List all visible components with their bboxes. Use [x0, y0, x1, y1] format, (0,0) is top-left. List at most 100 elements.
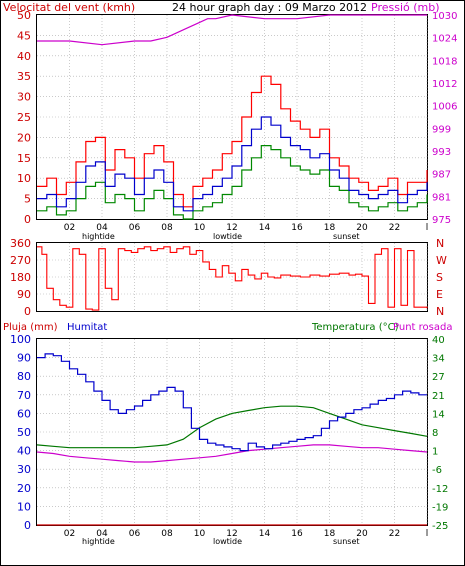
direction-series [37, 246, 428, 311]
panel-humidity-grid [37, 339, 428, 525]
compass-letter: E [436, 288, 443, 301]
wind-right-tick: 1012 [432, 79, 457, 90]
humidity-left-tick: 10 [17, 500, 31, 513]
humidity-y-ticks: 0 10 20 30 40 50 60 70 80 90 100 [10, 333, 31, 532]
rain-axis-title: Pluja (mm) [3, 322, 58, 333]
wind-left-tick: 40 [17, 50, 31, 63]
wind-low-line [37, 145, 428, 220]
wind-x-tick: l [426, 223, 429, 233]
tide-label-sunset-2: sunset [333, 537, 360, 546]
wind-right-tick: 987 [432, 170, 451, 181]
tide-label-low-2: lowtide [213, 537, 242, 546]
dewpoint-axis-title: Punt rosada [393, 322, 452, 333]
wind-x-tick: 22 [389, 223, 400, 233]
humidity-x-tick: 04 [96, 529, 108, 539]
direction-line [37, 246, 428, 311]
humidity-x-tick: 02 [64, 529, 75, 539]
wind-right-tick: 1024 [432, 34, 457, 45]
gust-line [37, 75, 428, 208]
wind-x-tick: 06 [129, 223, 141, 233]
humidity-x-tick: 22 [389, 529, 400, 539]
humidity-right-tick: -25 [432, 521, 448, 532]
wind-x-tick: 04 [96, 223, 108, 233]
humidity-x-tick: 12 [226, 529, 237, 539]
wind-right-tick: 975 [432, 215, 451, 226]
wind-left-tick: 50 [17, 9, 31, 22]
humidity-x-tick: 08 [161, 529, 173, 539]
humidity-left-tick: 0 [24, 519, 31, 532]
compass-letter: W [436, 254, 447, 267]
humidity-x-tick: 18 [324, 529, 336, 539]
humidity-left-tick: 100 [10, 333, 31, 346]
humidity-right-tick: 1 [432, 447, 438, 458]
pressure-y-ticks: 975 981 987 993 999 1006 1012 1018 1024 1030 [432, 11, 457, 226]
wind-x-tick: 14 [259, 223, 271, 233]
humidity-right-tick: 8 [432, 428, 438, 439]
wind-x-tick: 10 [194, 223, 206, 233]
humidity-axis-title: Humitat [67, 322, 107, 333]
wind-x-tick: 02 [64, 223, 75, 233]
humidity-x-tick: l [426, 529, 429, 539]
humidity-x-tick: 10 [194, 529, 206, 539]
humidity-left-tick: 20 [17, 482, 31, 495]
pressure-axis-title: Pressió (mb) [371, 1, 440, 14]
wind-right-tick: 981 [432, 192, 451, 203]
direction-left-tick: 270 [10, 254, 31, 267]
panel-wind-x-labels: 02 04 06 08 10 12 14 16 18 20 22 l [64, 223, 428, 233]
humidity-left-tick: 60 [17, 407, 31, 420]
compass-letter: S [436, 271, 443, 284]
wind-left-tick: 25 [17, 111, 31, 124]
wind-left-tick: 30 [17, 91, 31, 104]
humidity-right-tick: 40 [432, 335, 445, 346]
humidity-right-tick: 21 [432, 391, 445, 402]
wind-right-tick: 993 [432, 147, 451, 158]
wind-right-tick: 1006 [432, 102, 457, 113]
humidity-right-tick: -6 [432, 465, 442, 476]
tide-label-sunset-1: sunset [333, 232, 360, 241]
wind-left-tick: 45 [17, 29, 31, 42]
humidity-right-tick: -19 [432, 502, 448, 513]
wind-axis-title: Velocitat del vent (kmh) [3, 1, 135, 14]
wind-left-tick: 5 [24, 193, 31, 206]
humidity-x-tick: 20 [356, 529, 368, 539]
humidity-series [36, 353, 428, 526]
humidity-x-tick: 14 [259, 529, 271, 539]
wind-x-tick: 08 [161, 223, 173, 233]
direction-y-ticks: 0 90 180 270 360 [10, 237, 31, 318]
wind-series [37, 14, 428, 220]
wind-right-tick: 1030 [432, 11, 457, 22]
temperature-y-ticks: -25 -19 -12 -6 1 8 14 21 27 34 40 [432, 335, 448, 532]
direction-left-tick: 0 [24, 305, 31, 318]
wind-left-tick: 20 [17, 131, 31, 144]
wind-right-tick: 999 [432, 124, 451, 135]
humidity-x-tick: 06 [129, 529, 141, 539]
direction-left-tick: 90 [17, 288, 31, 301]
humidity-left-tick: 80 [17, 370, 31, 383]
wind-right-tick: 1018 [432, 56, 457, 67]
wind-x-tick: 20 [356, 223, 368, 233]
wind-left-tick: 35 [17, 70, 31, 83]
tide-label-high-2: hightide [82, 537, 115, 546]
humidity-right-tick: 34 [432, 354, 445, 365]
humidity-left-tick: 40 [17, 445, 31, 458]
temperature-line [36, 405, 428, 449]
pressure-line [37, 14, 427, 46]
wind-left-tick: 15 [17, 152, 31, 165]
wind-x-tick: 16 [291, 223, 303, 233]
humidity-right-tick: 27 [432, 372, 445, 383]
humidity-x-tick: 16 [291, 529, 303, 539]
compass-letter: N [436, 237, 444, 250]
humidity-left-tick: 30 [17, 463, 31, 476]
dewpoint-line [36, 444, 428, 463]
wind-x-tick: 18 [324, 223, 336, 233]
direction-left-tick: 360 [10, 237, 31, 250]
direction-left-tick: 180 [10, 271, 31, 284]
tide-label-high-1: hightide [82, 232, 115, 241]
wind-avg-line [37, 116, 428, 212]
wind-y-ticks: 0 5 10 15 20 25 30 35 40 45 50 [17, 9, 31, 226]
humidity-left-tick: 90 [17, 352, 31, 365]
humidity-line [37, 353, 427, 452]
wind-left-tick: 10 [17, 172, 31, 185]
